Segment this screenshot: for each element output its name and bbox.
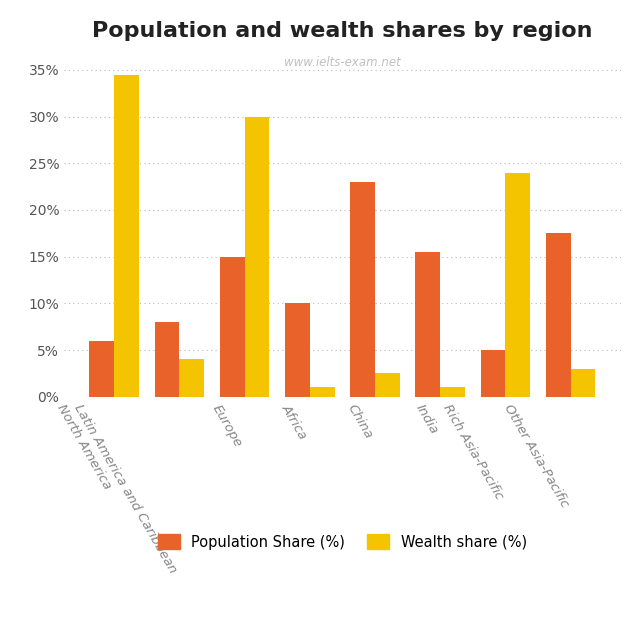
Bar [179,360,204,397]
Title: Population and wealth shares by region: Population and wealth shares by region [92,21,593,42]
Bar [220,257,244,397]
Bar [90,340,114,397]
Bar [114,74,139,397]
Bar [481,350,506,397]
Bar [415,252,440,397]
Bar [440,387,465,397]
Bar [154,322,179,397]
Bar [285,303,310,397]
Legend: Population Share (%), Wealth share (%): Population Share (%), Wealth share (%) [152,529,532,556]
Bar [571,369,595,397]
Bar [546,234,571,397]
Bar [506,173,531,397]
Bar [375,374,400,397]
Text: www.ielts-exam.net: www.ielts-exam.net [284,56,401,69]
Bar [244,116,269,397]
Bar [350,182,375,397]
Bar [310,387,335,397]
